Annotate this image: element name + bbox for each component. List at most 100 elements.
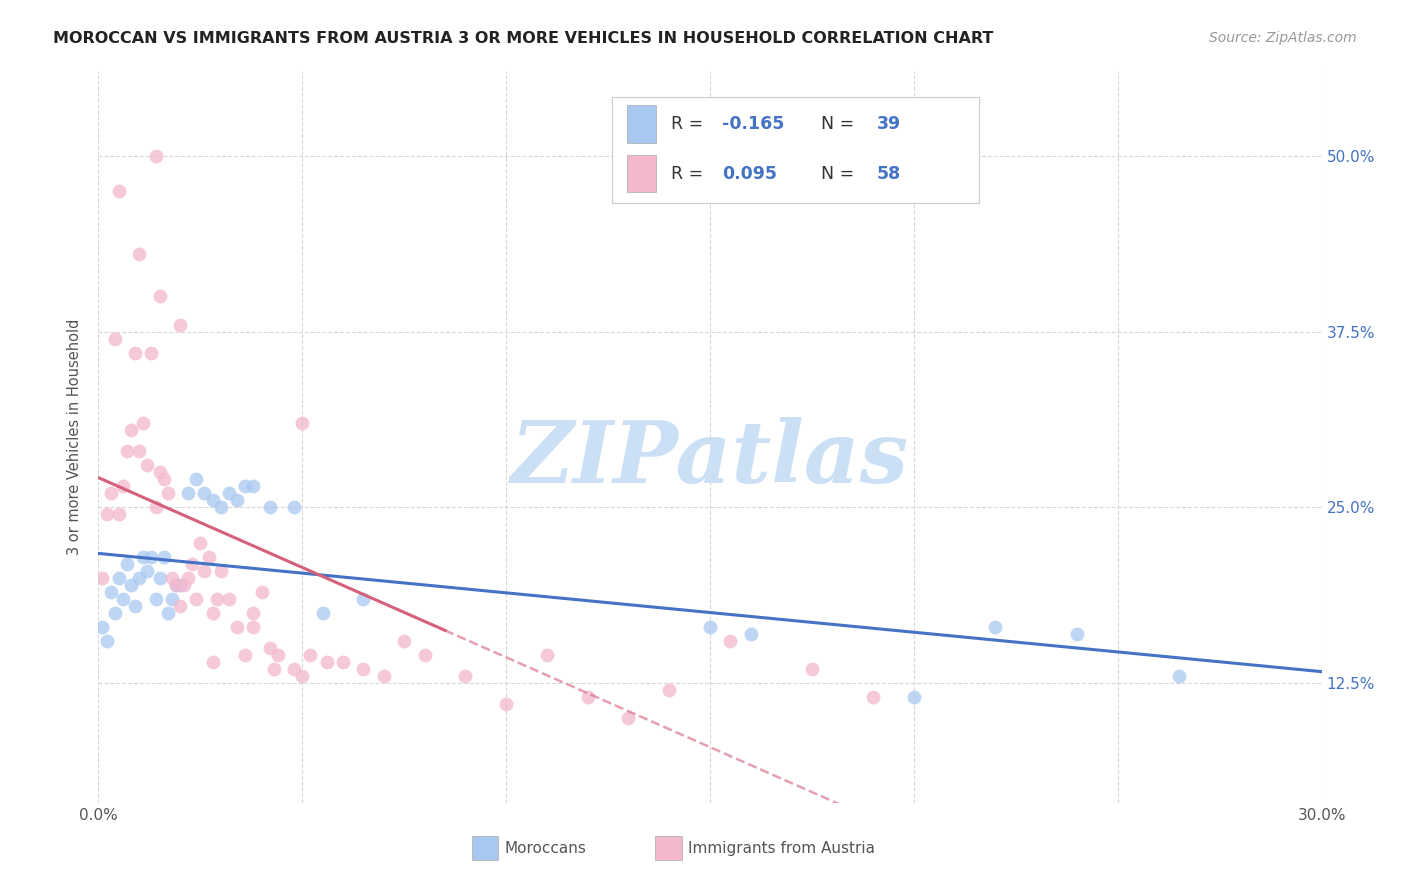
Point	[104, 606, 127, 620]
Point	[352, 591, 374, 606]
Point	[128, 571, 150, 585]
Point	[104, 332, 127, 346]
Point	[173, 578, 195, 592]
Point	[495, 698, 517, 712]
Point	[218, 591, 240, 606]
Point	[373, 669, 395, 683]
Point	[536, 648, 558, 662]
Point	[165, 578, 187, 592]
Point	[263, 662, 285, 676]
Point	[152, 549, 174, 564]
Point	[100, 584, 122, 599]
Point	[128, 247, 150, 261]
Point	[242, 606, 264, 620]
Point	[128, 444, 150, 458]
Point	[100, 486, 122, 500]
Point	[169, 599, 191, 613]
Point	[115, 444, 138, 458]
Point	[209, 564, 232, 578]
Point	[145, 149, 167, 163]
Point	[1167, 669, 1189, 683]
Point	[218, 486, 240, 500]
Text: Moroccans: Moroccans	[505, 840, 586, 855]
Point	[91, 571, 114, 585]
Point	[177, 486, 200, 500]
Point	[141, 549, 163, 564]
Point	[188, 535, 212, 549]
Point	[124, 599, 146, 613]
Point	[186, 591, 208, 606]
Point	[312, 606, 335, 620]
Point	[201, 655, 224, 669]
Point	[169, 318, 191, 332]
Point	[181, 557, 204, 571]
Point	[201, 493, 224, 508]
Point	[152, 472, 174, 486]
Point	[149, 465, 172, 479]
Point	[250, 584, 273, 599]
Point	[108, 571, 131, 585]
Point	[136, 564, 159, 578]
Point	[315, 655, 337, 669]
Point	[242, 479, 264, 493]
Point	[740, 627, 762, 641]
Point	[209, 500, 232, 515]
Text: Source: ZipAtlas.com: Source: ZipAtlas.com	[1209, 31, 1357, 45]
Point	[169, 578, 191, 592]
Point	[186, 472, 208, 486]
Point	[283, 662, 305, 676]
Point	[259, 641, 281, 656]
Point	[193, 486, 215, 500]
Point	[156, 486, 179, 500]
Point	[145, 500, 167, 515]
Point	[576, 690, 599, 705]
Text: MOROCCAN VS IMMIGRANTS FROM AUSTRIA 3 OR MORE VEHICLES IN HOUSEHOLD CORRELATION : MOROCCAN VS IMMIGRANTS FROM AUSTRIA 3 OR…	[53, 31, 994, 46]
Point	[259, 500, 281, 515]
Point	[205, 591, 228, 606]
Point	[177, 571, 200, 585]
Point	[226, 493, 249, 508]
Point	[352, 662, 374, 676]
Point	[165, 578, 187, 592]
Point	[160, 591, 183, 606]
Point	[862, 690, 884, 705]
Point	[115, 557, 138, 571]
Point	[617, 711, 640, 725]
Point	[120, 578, 142, 592]
Y-axis label: 3 or more Vehicles in Household: 3 or more Vehicles in Household	[67, 319, 83, 555]
Point	[233, 479, 256, 493]
FancyBboxPatch shape	[655, 837, 682, 860]
FancyBboxPatch shape	[471, 837, 498, 860]
Point	[299, 648, 322, 662]
Text: Immigrants from Austria: Immigrants from Austria	[688, 840, 875, 855]
Point	[120, 423, 142, 437]
Point	[903, 690, 925, 705]
Point	[156, 606, 179, 620]
Point	[111, 479, 134, 493]
Point	[132, 549, 155, 564]
Point	[454, 669, 477, 683]
Point	[413, 648, 436, 662]
Point	[291, 416, 314, 430]
Point	[149, 289, 172, 303]
Point	[332, 655, 354, 669]
Point	[201, 606, 224, 620]
Point	[136, 458, 159, 473]
Point	[145, 591, 167, 606]
Point	[91, 620, 114, 634]
Point	[1066, 627, 1088, 641]
Point	[108, 184, 131, 198]
Point	[984, 620, 1007, 634]
Text: ZIPatlas: ZIPatlas	[510, 417, 910, 500]
Point	[267, 648, 290, 662]
Point	[141, 345, 163, 359]
Point	[226, 620, 249, 634]
Point	[108, 508, 131, 522]
Point	[658, 683, 681, 698]
Point	[124, 345, 146, 359]
Point	[193, 564, 215, 578]
Point	[242, 620, 264, 634]
Point	[699, 620, 721, 634]
Point	[197, 549, 219, 564]
Point	[111, 591, 134, 606]
